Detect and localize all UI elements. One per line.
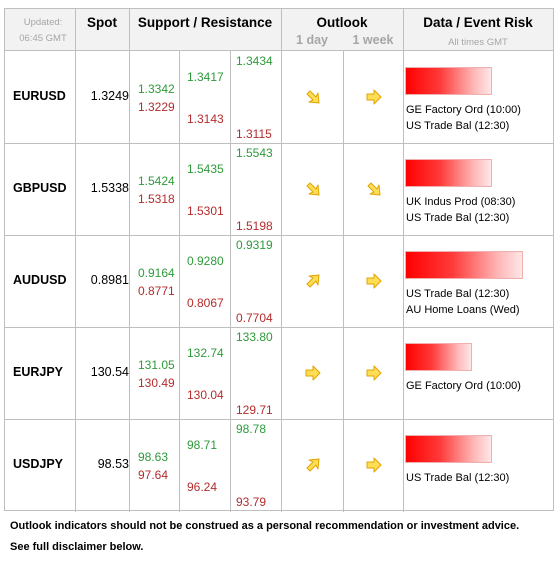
resistance-1: 1.3342 (138, 82, 175, 96)
resistance-1: 131.05 (138, 358, 175, 372)
right-arrow-icon (365, 272, 383, 290)
col-times-note: All times GMT (448, 37, 508, 48)
table-row: EURUSD 1.3249 1.3342 1.3229 1.3417 1.3143 1.34… (5, 51, 553, 143)
col-outlook-1-day: 1 day (296, 33, 328, 47)
row-divider (5, 143, 553, 144)
support-2: 0.8067 (187, 296, 224, 310)
support-2: 96.24 (187, 480, 218, 494)
col-divider (179, 51, 180, 512)
table-row: AUDUSD 0.8981 0.9164 0.8771 0.9280 0.8067 0.93… (5, 235, 553, 327)
right-arrow-icon (365, 456, 383, 474)
disclaimer-line-2: See full disclaimer below. (10, 541, 144, 553)
table-header: Updated: 06:45 GMT Spot Support / Resist… (5, 9, 553, 51)
disclaimer-line-1: Outlook indicators should not be constru… (10, 520, 520, 532)
resistance-2: 1.3417 (187, 70, 224, 84)
resistance-3: 98.78 (236, 422, 267, 436)
resistance-1: 1.5424 (138, 174, 175, 188)
row-divider (5, 235, 553, 236)
table-row: USDJPY 98.53 98.63 97.64 98.71 96.24 98.78 93.7… (5, 419, 553, 511)
col-spot: Spot (87, 15, 117, 30)
event-item: US Trade Bal (12:30) (406, 288, 510, 300)
event-risk-bar (405, 435, 492, 463)
event-risk-bar (405, 251, 523, 279)
spot-price: 130.54 (90, 365, 129, 379)
row-divider (5, 327, 553, 328)
col-outlook: Outlook (316, 15, 368, 30)
support-3: 0.7704 (236, 311, 273, 325)
col-divider (281, 9, 282, 512)
currency-pair: USDJPY (13, 457, 64, 471)
resistance-3: 1.5543 (236, 146, 273, 160)
col-outlook-1-week: 1 week (352, 33, 394, 47)
currency-pair: EURJPY (13, 365, 64, 379)
up-right-arrow-icon (304, 272, 322, 290)
col-divider (75, 9, 76, 512)
resistance-2: 132.74 (187, 346, 224, 360)
currency-pair: AUDUSD (13, 273, 67, 287)
event-item: US Trade Bal (12:30) (406, 472, 510, 484)
currency-pair: GBPUSD (13, 181, 67, 195)
col-divider (129, 9, 130, 512)
support-3: 1.5198 (236, 219, 273, 233)
col-divider (230, 51, 231, 512)
currency-pair: EURUSD (13, 89, 66, 103)
down-right-arrow-icon (304, 88, 322, 106)
support-1: 0.8771 (138, 284, 175, 298)
levels-table: Updated: 06:45 GMT Spot Support / Resist… (4, 8, 554, 512)
up-right-arrow-icon (304, 456, 322, 474)
resistance-3: 133.80 (236, 330, 273, 344)
row-divider (5, 419, 553, 420)
updated-time: 06:45 GMT (19, 33, 67, 44)
event-item: UK Indus Prod (08:30) (406, 196, 516, 208)
support-1: 1.5318 (138, 192, 175, 206)
resistance-2: 0.9280 (187, 254, 224, 268)
event-item: GE Factory Ord (10:00) (406, 380, 521, 392)
down-right-arrow-icon (365, 180, 383, 198)
right-arrow-icon (365, 364, 383, 382)
resistance-2: 98.71 (187, 438, 218, 452)
event-risk-bar (405, 159, 492, 187)
resistance-3: 1.3434 (236, 54, 273, 68)
support-1: 97.64 (138, 468, 169, 482)
support-1: 1.3229 (138, 100, 175, 114)
event-risk-bar (405, 67, 492, 95)
support-3: 1.3115 (236, 127, 272, 141)
spot-price: 1.5338 (90, 181, 129, 195)
spot-price: 0.8981 (90, 273, 129, 287)
right-arrow-icon (365, 88, 383, 106)
event-item: AU Home Loans (Wed) (406, 304, 520, 316)
table-row: GBPUSD 1.5338 1.5424 1.5318 1.5435 1.5301 1.55… (5, 143, 553, 235)
support-2: 130.04 (187, 388, 224, 402)
spot-price: 98.53 (97, 457, 129, 471)
resistance-2: 1.5435 (187, 162, 224, 176)
event-item: US Trade Bal (12:30) (406, 212, 510, 224)
col-divider (343, 51, 344, 512)
event-risk-bar (405, 343, 472, 371)
support-2: 1.5301 (187, 204, 224, 218)
resistance-3: 0.9319 (236, 238, 273, 252)
resistance-1: 98.63 (138, 450, 169, 464)
col-data-event-risk: Data / Event Risk (423, 15, 533, 30)
spot-price: 1.3249 (90, 89, 129, 103)
resistance-1: 0.9164 (138, 266, 175, 280)
support-2: 1.3143 (187, 112, 224, 126)
support-1: 130.49 (138, 376, 175, 390)
down-right-arrow-icon (304, 180, 322, 198)
support-3: 93.79 (236, 495, 267, 509)
event-item: GE Factory Ord (10:00) (406, 104, 521, 116)
support-3: 129.71 (236, 403, 273, 417)
col-support-resistance: Support / Resistance (137, 15, 273, 30)
event-item: US Trade Bal (12:30) (406, 120, 510, 132)
updated-label: Updated: (23, 17, 63, 28)
right-arrow-icon (304, 364, 322, 382)
col-divider (403, 9, 404, 512)
table-row: EURJPY 130.54 131.05 130.49 132.74 130.04 133.… (5, 327, 553, 419)
